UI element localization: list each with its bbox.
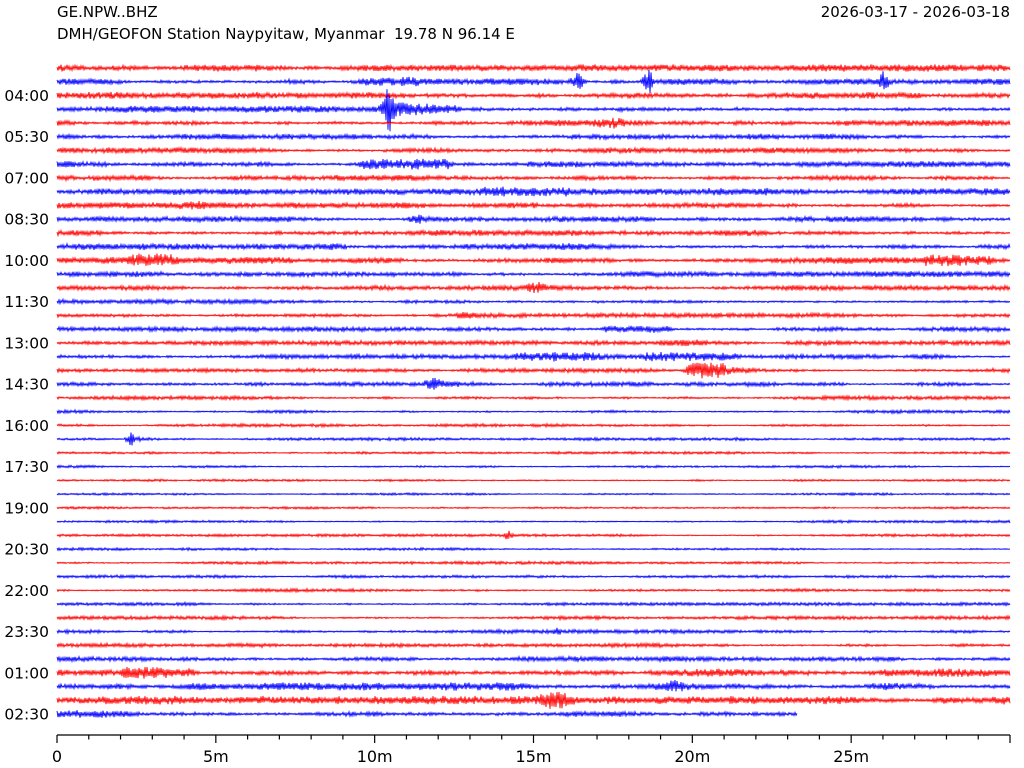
trace-row-1630 bbox=[56, 432, 1011, 446]
trace-row-0030 bbox=[56, 654, 1011, 664]
time-axis-label: 17:30 bbox=[4, 458, 49, 476]
trace-row-2230 bbox=[56, 600, 1011, 608]
x-axis-tick-label: 15m bbox=[516, 747, 552, 766]
x-axis-tick-label: 20m bbox=[674, 747, 710, 766]
trace-row-0730 bbox=[56, 186, 1011, 197]
x-axis-tick-label: 5m bbox=[203, 747, 229, 766]
trace-row-1800 bbox=[56, 477, 1011, 483]
trace-row-1000 bbox=[56, 253, 1011, 267]
trace-row-0230 bbox=[56, 709, 798, 719]
time-axis-label: 23:30 bbox=[4, 623, 49, 641]
trace-row-0630 bbox=[56, 158, 1011, 170]
trace-row-1530 bbox=[56, 408, 1011, 415]
time-axis-label: 16:00 bbox=[4, 417, 49, 435]
trace-row-1230 bbox=[56, 325, 1011, 334]
trace-row-0900 bbox=[56, 228, 1011, 238]
trace-row-1500 bbox=[56, 394, 1011, 402]
trace-row-0200 bbox=[56, 691, 1011, 709]
trace-row-1100 bbox=[56, 282, 1011, 294]
trace-row-0830 bbox=[56, 214, 1011, 224]
trace-row-1730 bbox=[56, 464, 1011, 470]
time-axis-label: 11:30 bbox=[4, 293, 49, 311]
trace-row-1030 bbox=[56, 269, 1011, 279]
time-axis-label: 10:00 bbox=[4, 252, 49, 270]
time-axis-label: 07:00 bbox=[4, 170, 49, 188]
trace-row-2030 bbox=[56, 546, 1011, 552]
trace-row-2200 bbox=[56, 587, 1011, 594]
trace-row-0330 bbox=[56, 70, 1011, 93]
time-axis-label: 13:00 bbox=[4, 334, 49, 352]
time-axis-label: 14:30 bbox=[4, 376, 49, 394]
trace-row-1930 bbox=[56, 519, 1011, 525]
x-axis-tick-label: 0 bbox=[52, 747, 62, 766]
time-axis-label: 05:30 bbox=[4, 128, 49, 146]
trace-row-0700 bbox=[56, 173, 1011, 183]
trace-row-1900 bbox=[56, 505, 1011, 511]
trace-row-1300 bbox=[56, 338, 1011, 347]
trace-row-1430 bbox=[56, 377, 1011, 390]
trace-row-0600 bbox=[56, 145, 1011, 155]
time-axis-label: 22:00 bbox=[4, 582, 49, 600]
trace-row-0800 bbox=[56, 200, 1011, 210]
station-description: DMH/GEOFON Station Naypyitaw, Myanmar 19… bbox=[57, 25, 515, 43]
time-axis-label: 01:00 bbox=[4, 664, 49, 682]
trace-row-1600 bbox=[56, 422, 1011, 429]
trace-row-2330 bbox=[56, 627, 1011, 636]
trace-row-0400 bbox=[56, 91, 1011, 100]
time-axis-label: 08:30 bbox=[4, 211, 49, 229]
time-axis-label: 19:00 bbox=[4, 499, 49, 517]
trace-row-0300 bbox=[56, 63, 1011, 73]
trace-row-1700 bbox=[56, 450, 1011, 456]
trace-row-0530 bbox=[56, 132, 1011, 141]
trace-row-2000 bbox=[56, 530, 1011, 540]
time-axis-label: 20:30 bbox=[4, 541, 49, 559]
trace-row-2100 bbox=[56, 559, 1011, 566]
trace-row-1400 bbox=[56, 362, 1011, 379]
trace-row-0000 bbox=[56, 641, 1011, 650]
trace-row-1330 bbox=[56, 352, 1011, 362]
time-axis-label: 04:00 bbox=[4, 87, 49, 105]
trace-row-0500 bbox=[56, 117, 1011, 129]
station-code-title: GE.NPW..BHZ bbox=[57, 3, 158, 21]
time-axis-label: 02:30 bbox=[4, 706, 49, 724]
trace-row-1830 bbox=[56, 491, 1011, 497]
trace-row-0130 bbox=[56, 680, 1011, 692]
date-range-label: 2026-03-17 - 2026-03-18 bbox=[820, 3, 1010, 21]
trace-row-2130 bbox=[56, 573, 1011, 580]
trace-row-0930 bbox=[56, 242, 1011, 251]
trace-row-1200 bbox=[56, 311, 1011, 320]
trace-row-2300 bbox=[56, 614, 1011, 622]
x-axis-tick-label: 10m bbox=[357, 747, 393, 766]
trace-row-1130 bbox=[56, 297, 1011, 306]
trace-row-0430 bbox=[56, 89, 1011, 132]
trace-row-0100 bbox=[56, 666, 1011, 679]
x-axis-tick-label: 25m bbox=[833, 747, 869, 766]
